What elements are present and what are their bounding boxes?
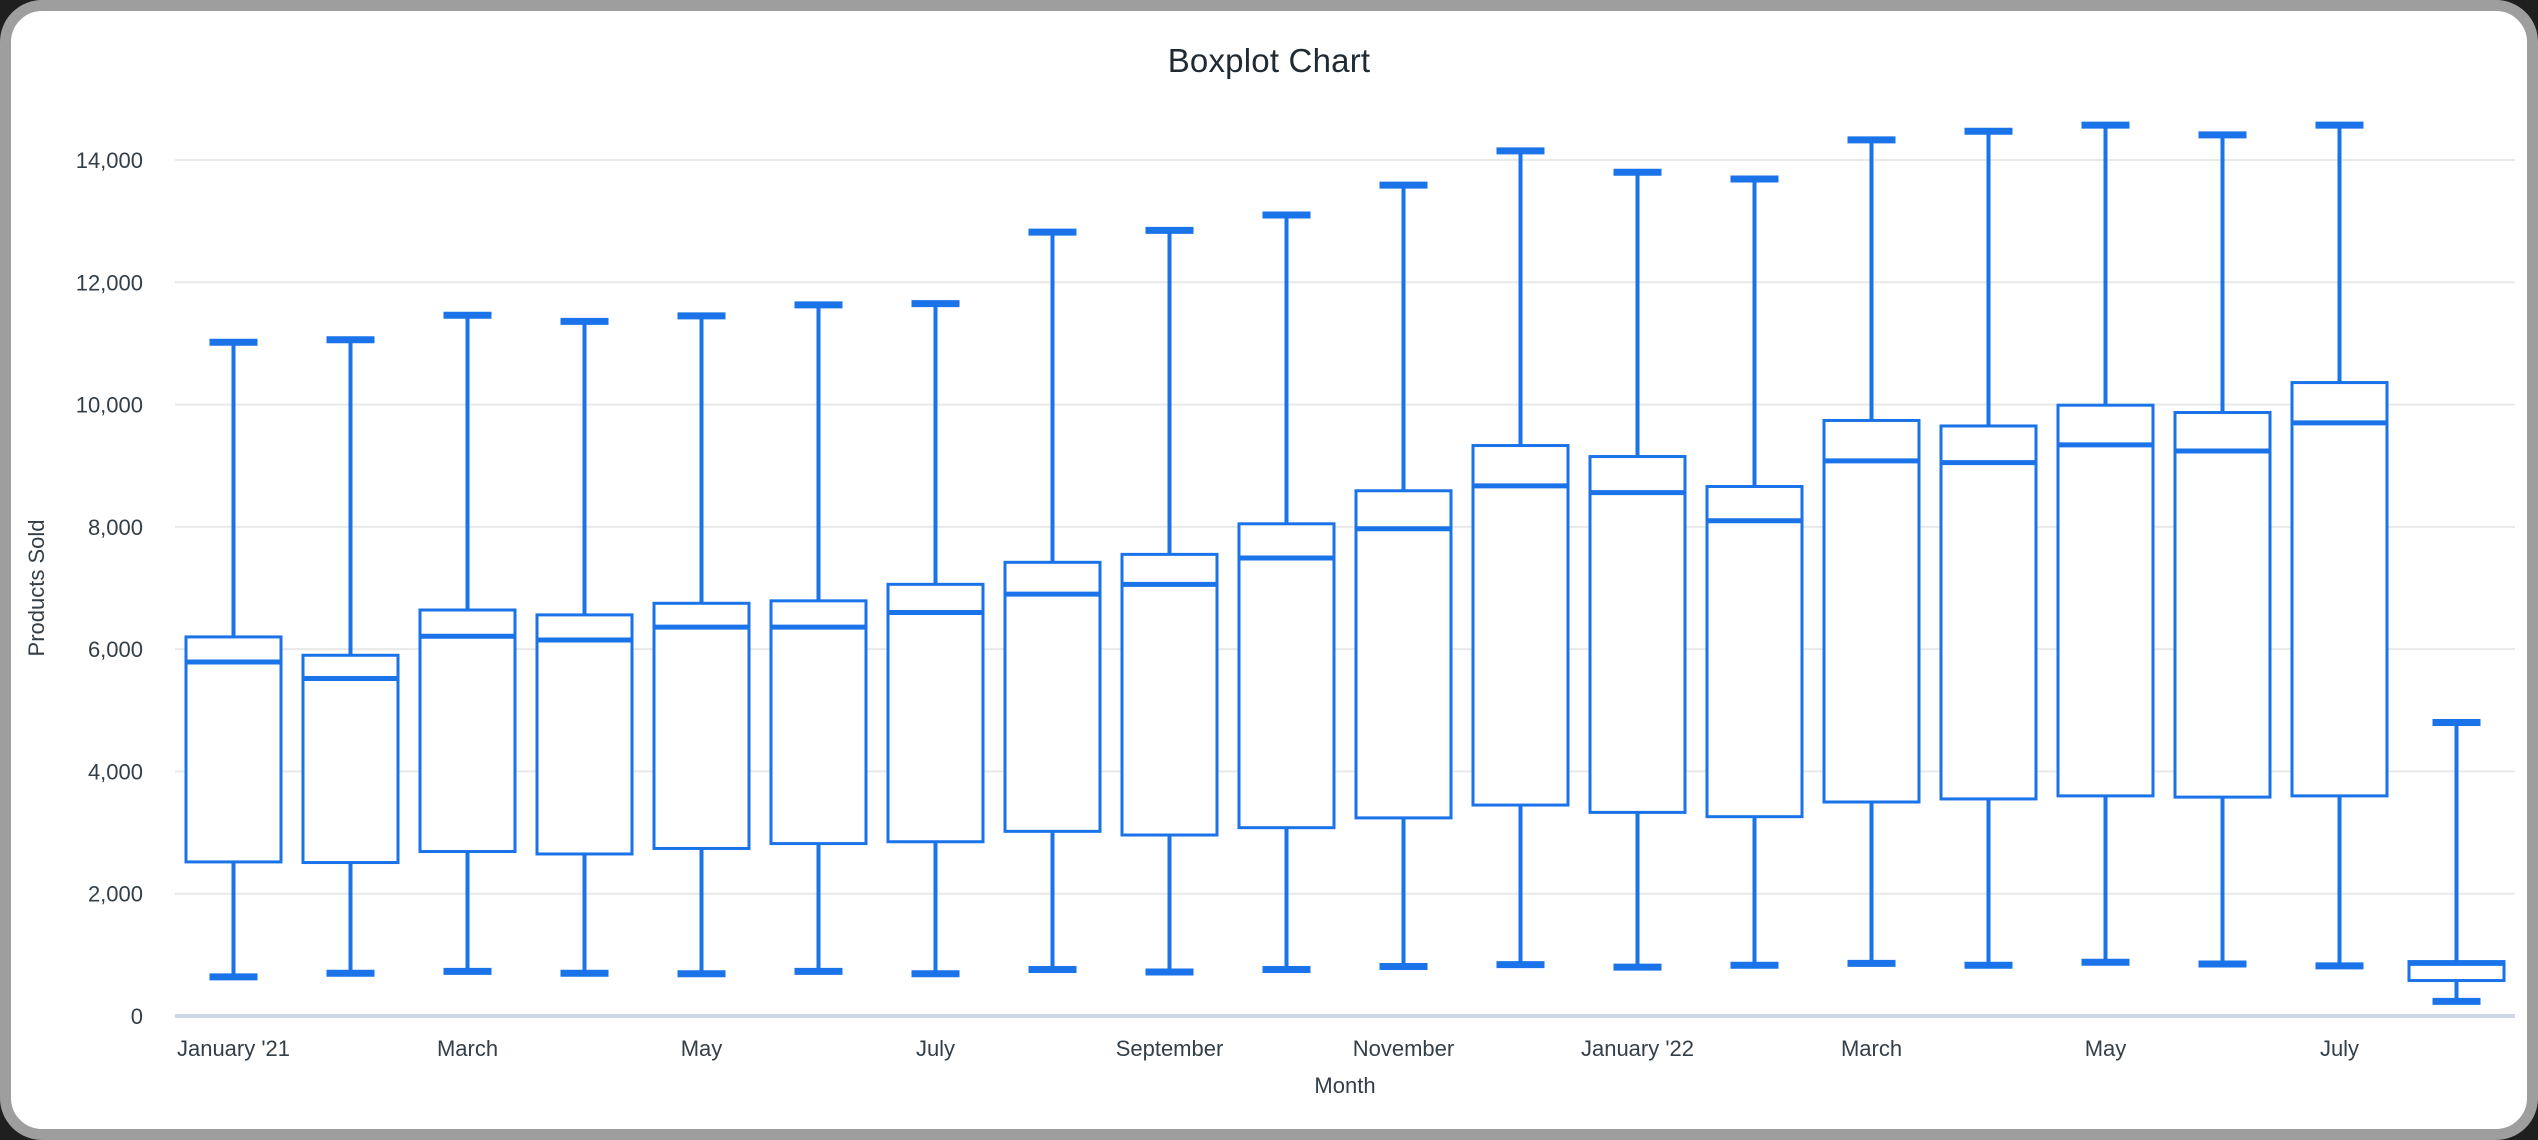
boxplot-20-august[interactable]: [2407, 719, 2506, 1005]
iqr-box: [184, 635, 283, 864]
iqr-box: [1120, 552, 1219, 837]
x-axis-tick-label: January '22: [1581, 1036, 1694, 1061]
x-axis-tick-label: May: [681, 1036, 723, 1061]
x-axis-tick-label: March: [1841, 1036, 1902, 1061]
iqr-box: [1705, 485, 1804, 819]
boxplot-15-march[interactable]: [1822, 136, 1921, 967]
y-axis-tick-label: 12,000: [76, 270, 143, 295]
y-axis-tick-label: 0: [131, 1004, 143, 1029]
iqr-box: [1471, 444, 1570, 807]
x-axis-tick-label: September: [1116, 1036, 1224, 1061]
boxplot-6-june[interactable]: [769, 301, 868, 975]
iqr-box: [535, 613, 634, 856]
chart-title: Boxplot Chart: [1167, 42, 1371, 79]
boxplot-13-january-22[interactable]: [1588, 168, 1687, 971]
boxplot-18-june[interactable]: [2173, 131, 2272, 968]
boxplot-17-may[interactable]: [2056, 121, 2155, 966]
iqr-box: [769, 599, 868, 846]
x-axis-title: Month: [1314, 1073, 1375, 1098]
boxplot-12-december[interactable]: [1471, 147, 1570, 969]
iqr-box: [301, 653, 400, 865]
y-axis-tick-label: 10,000: [76, 393, 143, 418]
iqr-box: [1822, 418, 1921, 804]
boxplot-10-october[interactable]: [1237, 211, 1336, 974]
boxplot-19-july[interactable]: [2290, 121, 2389, 970]
iqr-box: [1354, 489, 1453, 820]
boxplot-1-january-21[interactable]: [184, 338, 283, 981]
x-axis-tick-label: July: [916, 1036, 955, 1061]
iqr-box: [2056, 403, 2155, 798]
boxplot-3-march[interactable]: [418, 311, 517, 975]
x-axis-tick-label: November: [1353, 1036, 1454, 1061]
iqr-box: [1237, 522, 1336, 830]
boxplot-9-september[interactable]: [1120, 226, 1219, 976]
iqr-box: [1003, 560, 1102, 833]
boxplot-14-february[interactable]: [1705, 175, 1804, 969]
boxplot-2-february[interactable]: [301, 336, 400, 977]
y-axis-tick-label: 2,000: [88, 882, 143, 907]
iqr-box: [886, 582, 985, 844]
y-axis-tick-label: 14,000: [76, 148, 143, 173]
x-axis-tick-label: January '21: [177, 1036, 290, 1061]
x-axis-tick-label: March: [437, 1036, 498, 1061]
x-axis-tick-label: July: [2320, 1036, 2359, 1061]
iqr-box: [652, 601, 751, 850]
x-axis-tick-label: May: [2085, 1036, 2127, 1061]
y-axis-title: Products Sold: [24, 520, 49, 657]
iqr-box: [1939, 424, 2038, 801]
boxplot-4-april[interactable]: [535, 317, 634, 977]
y-axis-tick-label: 8,000: [88, 515, 143, 540]
boxplot-7-july[interactable]: [886, 300, 985, 978]
boxplot-11-november[interactable]: [1354, 181, 1453, 970]
iqr-box: [2173, 411, 2272, 799]
boxplot-8-august[interactable]: [1003, 228, 1102, 974]
iqr-box: [418, 608, 517, 854]
y-axis-tick-label: 6,000: [88, 637, 143, 662]
iqr-box: [2290, 381, 2389, 798]
iqr-box: [1588, 455, 1687, 814]
boxplot-5-may[interactable]: [652, 312, 751, 978]
y-axis-tick-label: 4,000: [88, 759, 143, 784]
boxplot-16-april[interactable]: [1939, 127, 2038, 969]
